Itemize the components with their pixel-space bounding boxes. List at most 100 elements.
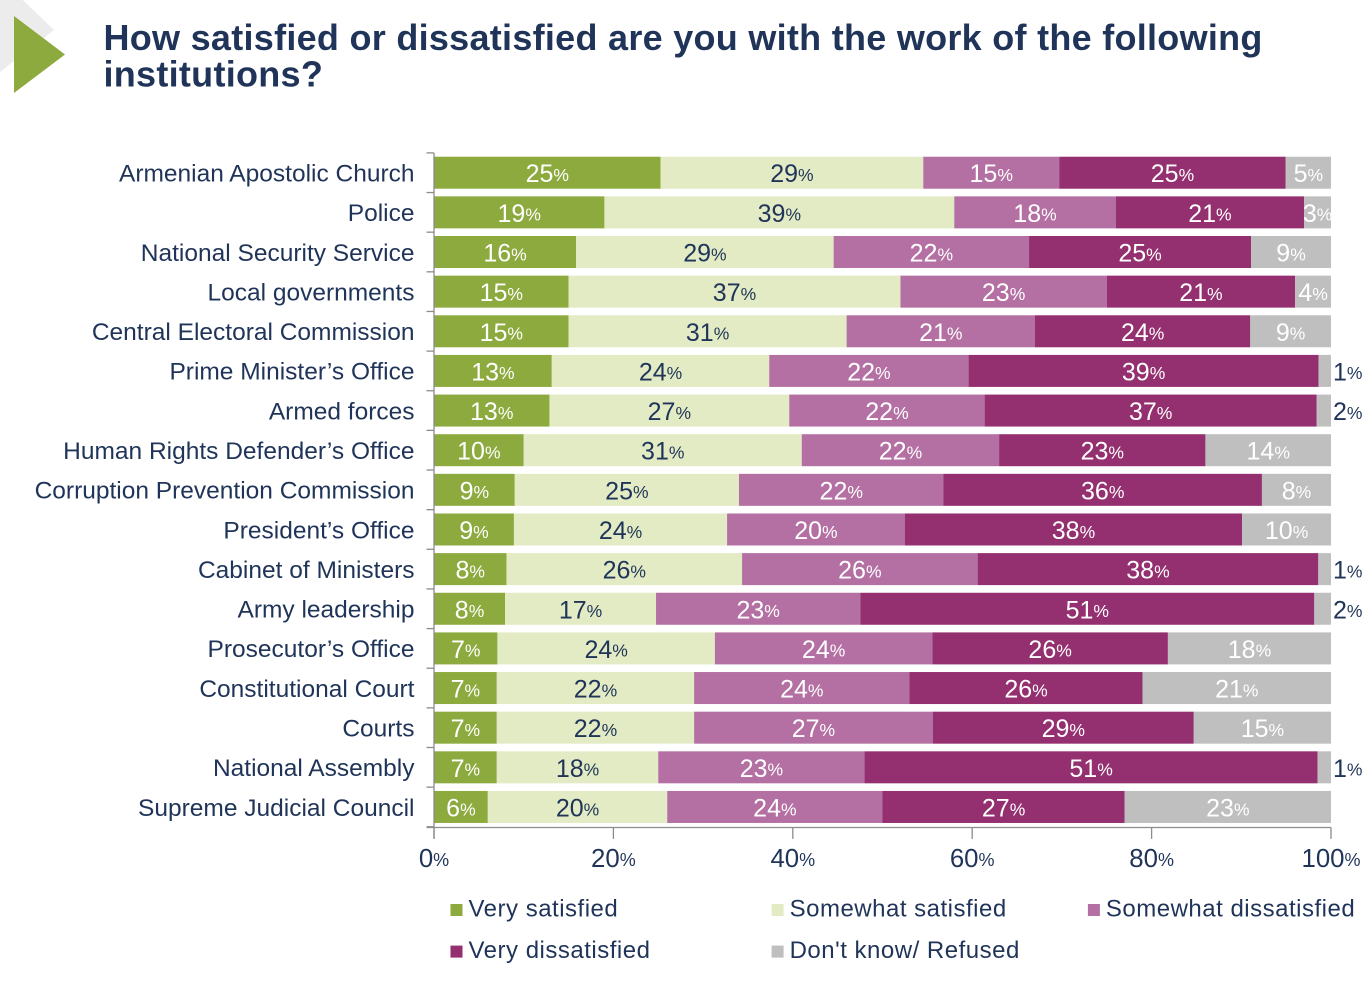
svg-text:19%: 19% [498,200,541,228]
svg-text:24%: 24% [753,794,796,822]
svg-text:24%: 24% [639,358,682,386]
svg-text:26%: 26% [1004,676,1047,704]
svg-text:institutions?: institutions? [104,54,324,95]
svg-text:22%: 22% [910,240,953,268]
svg-text:39%: 39% [758,200,801,228]
svg-text:14%: 14% [1247,438,1290,466]
svg-text:10%: 10% [457,438,500,466]
svg-text:Somewhat satisfied: Somewhat satisfied [790,896,1007,923]
svg-text:24%: 24% [802,636,845,664]
svg-text:Armed forces: Armed forces [269,398,415,425]
svg-text:21%: 21% [1215,676,1258,704]
svg-text:20%: 20% [794,517,837,545]
svg-text:31%: 31% [641,438,684,466]
svg-text:22%: 22% [847,358,890,386]
svg-text:Human Rights Defender’s Office: Human Rights Defender’s Office [63,438,414,465]
svg-text:10%: 10% [1265,517,1308,545]
svg-text:1%: 1% [1333,755,1362,783]
svg-text:51%: 51% [1066,596,1109,624]
svg-text:24%: 24% [584,636,627,664]
svg-text:23%: 23% [982,279,1025,307]
svg-text:22%: 22% [865,398,908,426]
svg-text:27%: 27% [792,715,835,743]
svg-text:13%: 13% [471,358,514,386]
svg-text:How satisfied or dissatisfied: How satisfied or dissatisfied are you wi… [104,17,1263,58]
svg-text:22%: 22% [574,676,617,704]
svg-text:22%: 22% [879,438,922,466]
svg-text:23%: 23% [740,755,783,783]
svg-text:6%: 6% [446,794,475,822]
svg-text:1%: 1% [1333,358,1362,386]
svg-text:37%: 37% [713,279,756,307]
svg-text:38%: 38% [1126,557,1169,585]
svg-text:15%: 15% [480,319,523,347]
svg-text:7%: 7% [451,676,480,704]
svg-text:31%: 31% [686,319,729,347]
svg-text:7%: 7% [451,755,480,783]
svg-text:29%: 29% [683,240,726,268]
svg-text:13%: 13% [470,398,513,426]
svg-text:8%: 8% [456,557,485,585]
svg-text:27%: 27% [982,794,1025,822]
svg-text:15%: 15% [1241,715,1284,743]
svg-text:3%: 3% [1303,200,1332,228]
svg-text:39%: 39% [1122,358,1165,386]
svg-text:37%: 37% [1129,398,1172,426]
svg-text:36%: 36% [1081,477,1124,505]
svg-text:9%: 9% [460,477,489,505]
svg-text:2%: 2% [1333,398,1362,426]
svg-text:20%: 20% [556,794,599,822]
svg-text:40%: 40% [770,845,815,873]
svg-text:23%: 23% [1206,794,1249,822]
svg-text:18%: 18% [1013,200,1056,228]
svg-text:2%: 2% [1333,596,1362,624]
svg-text:9%: 9% [459,517,488,545]
svg-text:17%: 17% [559,596,602,624]
svg-text:20%: 20% [591,845,636,873]
svg-text:Cabinet of Ministers: Cabinet of Ministers [198,557,415,584]
svg-text:80%: 80% [1129,845,1174,873]
svg-text:18%: 18% [1228,636,1271,664]
svg-text:18%: 18% [556,755,599,783]
svg-text:27%: 27% [648,398,691,426]
svg-text:100%: 100% [1301,845,1360,873]
svg-text:60%: 60% [950,845,995,873]
svg-text:7%: 7% [451,636,480,664]
svg-text:26%: 26% [1028,636,1071,664]
svg-text:29%: 29% [770,160,813,188]
svg-text:24%: 24% [599,517,642,545]
svg-text:23%: 23% [1081,438,1124,466]
svg-text:Somewhat dissatisfied: Somewhat dissatisfied [1106,896,1355,923]
svg-text:25%: 25% [605,477,648,505]
svg-text:25%: 25% [1151,160,1194,188]
svg-text:7%: 7% [451,715,480,743]
svg-text:23%: 23% [736,596,779,624]
svg-text:Don't know/ Refused: Don't know/ Refused [790,937,1020,964]
svg-text:Courts: Courts [342,715,414,742]
svg-text:16%: 16% [483,240,526,268]
svg-text:51%: 51% [1069,755,1112,783]
svg-text:4%: 4% [1298,279,1327,307]
svg-text:Police: Police [348,200,415,227]
svg-text:22%: 22% [820,477,863,505]
svg-text:29%: 29% [1042,715,1085,743]
svg-text:8%: 8% [1282,477,1311,505]
svg-text:9%: 9% [1276,240,1305,268]
svg-text:Central Electoral Commission: Central Electoral Commission [92,319,415,346]
svg-text:Corruption Prevention Commissi: Corruption Prevention Commission [35,478,415,505]
svg-text:5%: 5% [1294,160,1323,188]
svg-text:National Assembly: National Assembly [213,755,415,782]
svg-text:22%: 22% [574,715,617,743]
svg-text:21%: 21% [919,319,962,347]
svg-text:Prime Minister’s Office: Prime Minister’s Office [169,359,414,386]
svg-text:Prosecutor’s Office: Prosecutor’s Office [208,636,415,663]
svg-text:Very satisfied: Very satisfied [469,896,619,923]
svg-text:Supreme Judicial Council: Supreme Judicial Council [138,795,414,822]
svg-text:Armenian Apostolic Church: Armenian Apostolic Church [119,161,415,188]
svg-text:15%: 15% [970,160,1013,188]
svg-text:Constitutional Court: Constitutional Court [199,676,414,703]
svg-text:Local governments: Local governments [207,279,414,306]
svg-text:24%: 24% [1121,319,1164,347]
svg-text:President’s Office: President’s Office [223,517,414,544]
svg-text:21%: 21% [1188,200,1231,228]
